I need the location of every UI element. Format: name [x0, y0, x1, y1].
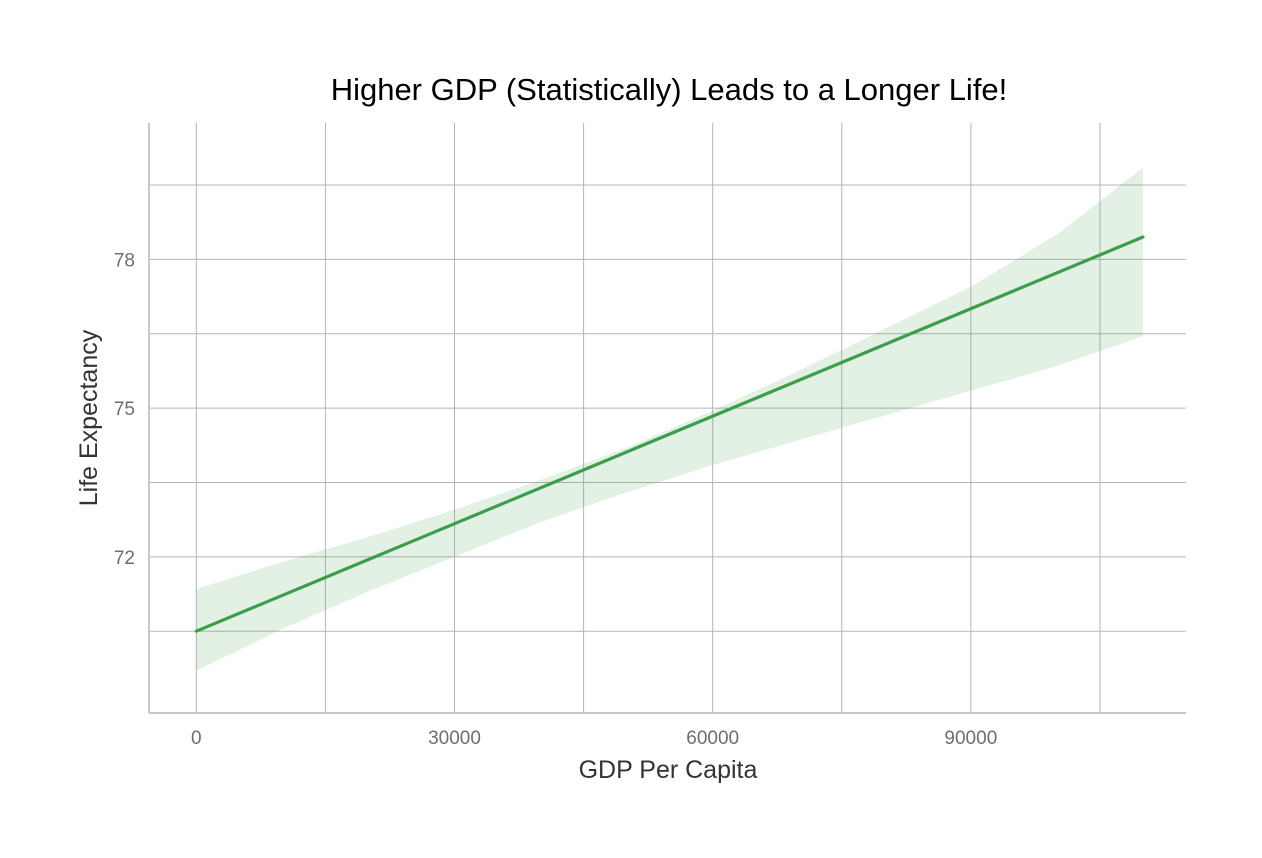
- y-tick-labels: 72 75 78: [114, 250, 135, 568]
- x-tick-labels: 0 30000 60000 90000: [191, 728, 997, 749]
- y-gridlines: [149, 184, 1186, 632]
- x-tick-label: 0: [191, 728, 202, 749]
- x-axis-label: GDP Per Capita: [579, 756, 758, 784]
- confidence-band: [196, 167, 1143, 671]
- chart-title: Higher GDP (Statistically) Leads to a Lo…: [331, 72, 1008, 107]
- x-tick-label: 60000: [686, 728, 739, 749]
- x-tick-label: 30000: [428, 728, 481, 749]
- x-gridlines: [195, 123, 1101, 713]
- y-tick-label: 75: [114, 399, 135, 420]
- y-axis-label: Life Expectancy: [75, 329, 103, 506]
- regression-line: [194, 235, 1145, 633]
- x-tick-label: 90000: [944, 728, 997, 749]
- y-tick-label: 78: [114, 250, 135, 271]
- y-tick-label: 72: [114, 548, 135, 569]
